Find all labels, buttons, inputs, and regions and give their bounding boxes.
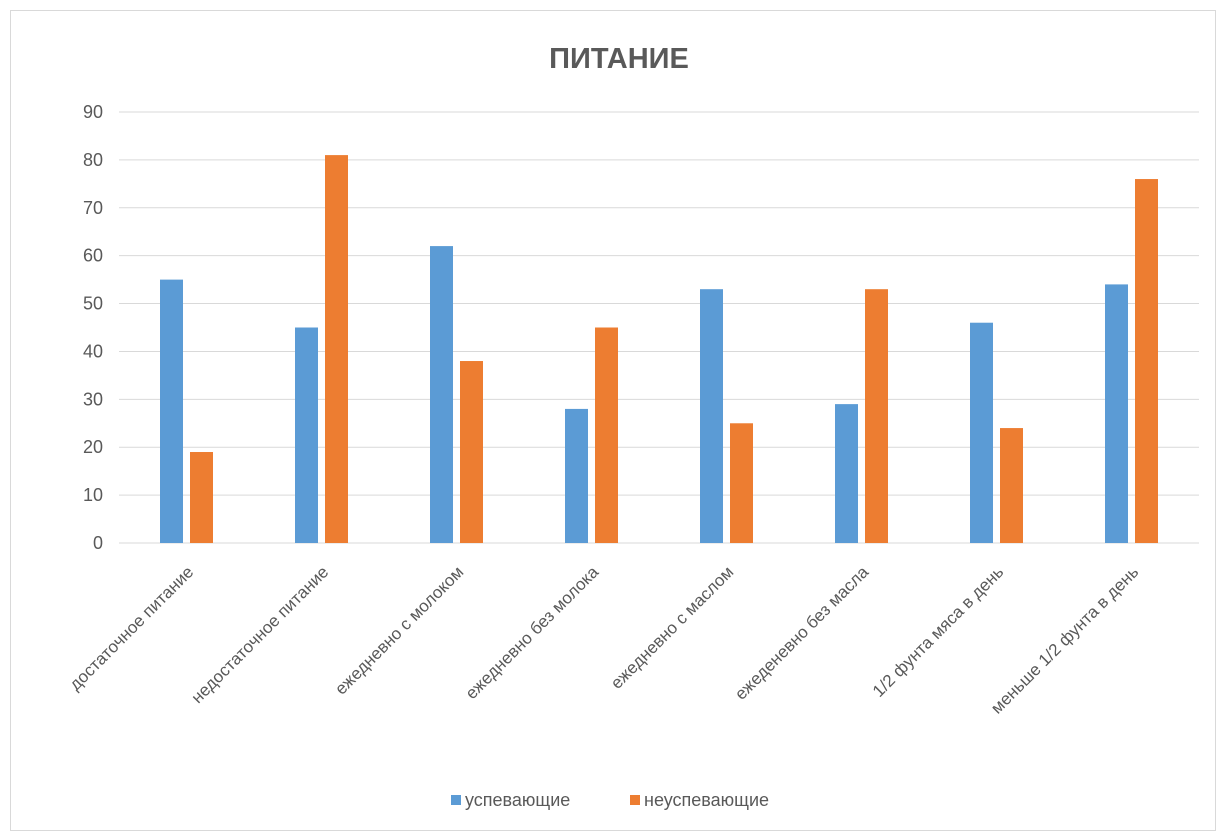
- y-tick-label: 50: [83, 294, 103, 314]
- legend: успевающие неуспевающие: [451, 790, 769, 810]
- y-tick-label: 80: [83, 150, 103, 170]
- bar-series-2-cat-7: [1000, 428, 1023, 543]
- y-tick-label: 10: [83, 485, 103, 505]
- x-category-label: 1/2 фунта мяса в день: [869, 562, 1008, 701]
- bar-series-2-cat-4: [595, 327, 618, 543]
- x-category-label: ежедневно с маслом: [607, 562, 737, 692]
- y-tick-label: 60: [83, 246, 103, 266]
- bar-series-1-cat-3: [430, 246, 453, 544]
- x-category-label: меньше 1/2 фунта в день: [987, 562, 1142, 717]
- x-category-label: ежедневно без молока: [462, 562, 603, 703]
- bar-series-2-cat-2: [325, 155, 348, 543]
- x-category-label: недостаточное питание: [188, 562, 333, 707]
- bar-series-1-cat-2: [295, 327, 318, 543]
- chart-svg: ПИТАНИЕ 0 10 20 30 40 50 60 70 80 90 достаточное …: [66, 43, 1199, 810]
- x-category-label: достаточное питание: [66, 562, 198, 694]
- bar-series-2-cat-6: [865, 289, 888, 543]
- legend-swatch-1: [451, 795, 461, 805]
- bar-series-1-cat-4: [565, 408, 588, 543]
- bar-series-1-cat-7: [970, 322, 993, 543]
- x-category-label: ежедневно с молоком: [331, 562, 467, 698]
- bar-series-1-cat-1: [160, 279, 183, 543]
- chart-frame: ПИТАНИЕ 0 10 20 30 40 50 60 70 80 90 достаточное …: [10, 10, 1216, 831]
- bar-series-2-cat-3: [460, 361, 483, 543]
- x-category-label: ежеденевно без масла: [731, 562, 873, 704]
- bar-series-1-cat-8: [1105, 284, 1128, 543]
- gridlines: [119, 111, 1199, 544]
- bar-series-1-cat-6: [835, 404, 858, 543]
- y-tick-label: 40: [83, 341, 103, 361]
- y-tick-label: 30: [83, 389, 103, 409]
- legend-swatch-2: [630, 795, 640, 805]
- legend-label-2: неуспевающие: [644, 790, 769, 810]
- bar-series-2-cat-1: [190, 452, 213, 543]
- y-tick-label: 90: [83, 102, 103, 122]
- bar-series-2-cat-8: [1135, 179, 1158, 544]
- legend-label-1: успевающие: [465, 790, 570, 810]
- bar-series-1-cat-5: [700, 289, 723, 543]
- bar-series-2-cat-5: [730, 423, 753, 543]
- y-tick-label: 70: [83, 198, 103, 218]
- y-tick-label: 20: [83, 437, 103, 457]
- y-axis-ticks: 0 10 20 30 40 50 60 70 80 90: [83, 102, 103, 553]
- y-tick-label: 0: [93, 533, 103, 553]
- chart-title: ПИТАНИЕ: [549, 43, 689, 75]
- bars: [160, 155, 1158, 544]
